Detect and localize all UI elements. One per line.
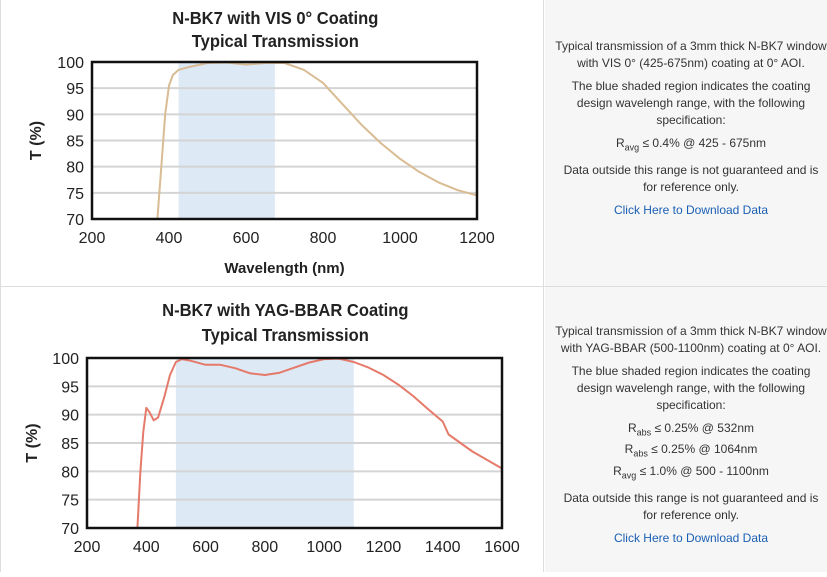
spec-list: Ravg ≤ 0.4% @ 425 - 675nm [555, 135, 827, 156]
x-tick-label: 800 [310, 230, 337, 247]
shaded-text: The blue shaded region indicates the coa… [571, 364, 811, 412]
y-tick-label: 100 [57, 55, 84, 72]
y-tick-label: 70 [66, 212, 84, 229]
x-tick-label: 800 [252, 539, 279, 556]
y-tick-label: 80 [66, 160, 84, 177]
note-text: Data outside this range is not guarantee… [563, 163, 819, 195]
y-tick-label: 90 [66, 107, 84, 124]
y-tick-label: 85 [66, 134, 84, 151]
spec-subscript: abs [633, 448, 648, 459]
intro-text: Typical transmission of a 3mm thick N-BK… [555, 39, 827, 70]
description: Typical transmission of a 3mm thick N-BK… [555, 38, 827, 225]
x-axis-label: Wavelength (nm) [224, 260, 344, 277]
y-tick-label: 100 [52, 351, 79, 368]
spec-line: Rabs ≤ 0.25% @ 532nm [555, 420, 827, 441]
transmission-line [136, 357, 503, 529]
chart-title: N-BK7 with VIS 0° Coating [172, 7, 378, 28]
y-tick-label: 95 [66, 81, 84, 98]
yag-coating-section: N-BK7 with YAG-BBAR Coating Typical Trans… [0, 286, 827, 572]
x-tick-label: 600 [233, 230, 260, 247]
x-tick-label: 1000 [382, 230, 418, 247]
y-tick-label: 90 [61, 408, 79, 425]
y-axis-label: T (%) [28, 121, 45, 160]
spec-symbol: R [627, 421, 637, 435]
y-tick-label: 80 [61, 464, 79, 481]
intro-text: Typical transmission of a 3mm thick N-BK… [555, 324, 827, 355]
y-tick-label: 75 [61, 493, 79, 510]
spec-value: ≤ 1.0% @ 500 - 1100nm [636, 463, 769, 478]
spec-value: ≤ 0.4% @ 425 - 675nm [639, 136, 767, 150]
y-axis-label: T (%) [24, 423, 41, 462]
x-tick-label: 1200 [459, 230, 495, 247]
description: Typical transmission of a 3mm thick N-BK… [555, 323, 827, 553]
x-tick-label: 200 [79, 230, 106, 247]
y-tick-label: 70 [61, 521, 79, 538]
spec-symbol: R [624, 442, 634, 457]
shaded-text: The blue shaded region indicates the coa… [571, 79, 811, 127]
spec-symbol: R [613, 463, 622, 478]
chart-panel: N-BK7 with VIS 0° Coating Typical Transmi… [0, 0, 544, 286]
yag-transmission-chart: N-BK7 with YAG-BBAR Coating Typical Trans… [24, 299, 520, 556]
chart-subtitle: Typical Transmission [192, 30, 359, 51]
spec-subscript: avg [624, 142, 640, 153]
plot-frame [90, 60, 479, 221]
download-data-link[interactable]: Click Here to Download Data [613, 203, 769, 218]
spec-line: Ravg ≤ 1.0% @ 500 - 1100nm [555, 463, 827, 484]
spec-value: ≤ 0.25% @ 1064nm [647, 442, 758, 457]
spec-subscript: avg [621, 470, 637, 481]
x-tick-label: 600 [192, 539, 219, 556]
chart-subtitle: Typical Transmission [202, 324, 369, 345]
description-panel: Typical transmission of a 3mm thick N-BK… [545, 0, 827, 286]
spec-list: Rabs ≤ 0.25% @ 532nm Rabs ≤ 0.25% @ 1064n… [555, 420, 827, 484]
spec-value: ≤ 0.25% @ 532nm [651, 421, 755, 435]
x-tick-label: 400 [133, 539, 160, 556]
y-tick-label: 75 [66, 186, 84, 203]
spec-line: Rabs ≤ 0.25% @ 1064nm [555, 441, 827, 462]
plot-frame [85, 356, 504, 530]
spec-line: Ravg ≤ 0.4% @ 425 - 675nm [555, 135, 827, 156]
chart-title: N-BK7 with YAG-BBAR Coating [162, 299, 408, 320]
x-tick-label: 1200 [366, 539, 402, 556]
note-text: Data outside this range is not guarantee… [563, 491, 819, 523]
y-tick-label: 95 [61, 379, 79, 396]
x-tick-label: 1000 [306, 539, 342, 556]
spec-subscript: abs [636, 427, 652, 438]
y-tick-label: 85 [61, 436, 79, 453]
vis-coating-section: N-BK7 with VIS 0° Coating Typical Transmi… [0, 0, 827, 286]
x-tick-label: 1400 [425, 539, 461, 556]
x-tick-label: 200 [74, 539, 101, 556]
spec-symbol: R [615, 136, 625, 150]
download-data-link[interactable]: Click Here to Download Data [613, 531, 769, 546]
chart-panel: N-BK7 with YAG-BBAR Coating Typical Trans… [0, 287, 544, 572]
x-tick-label: 1600 [484, 539, 520, 556]
description-panel: Typical transmission of a 3mm thick N-BK… [545, 287, 827, 572]
x-tick-label: 400 [156, 230, 183, 247]
